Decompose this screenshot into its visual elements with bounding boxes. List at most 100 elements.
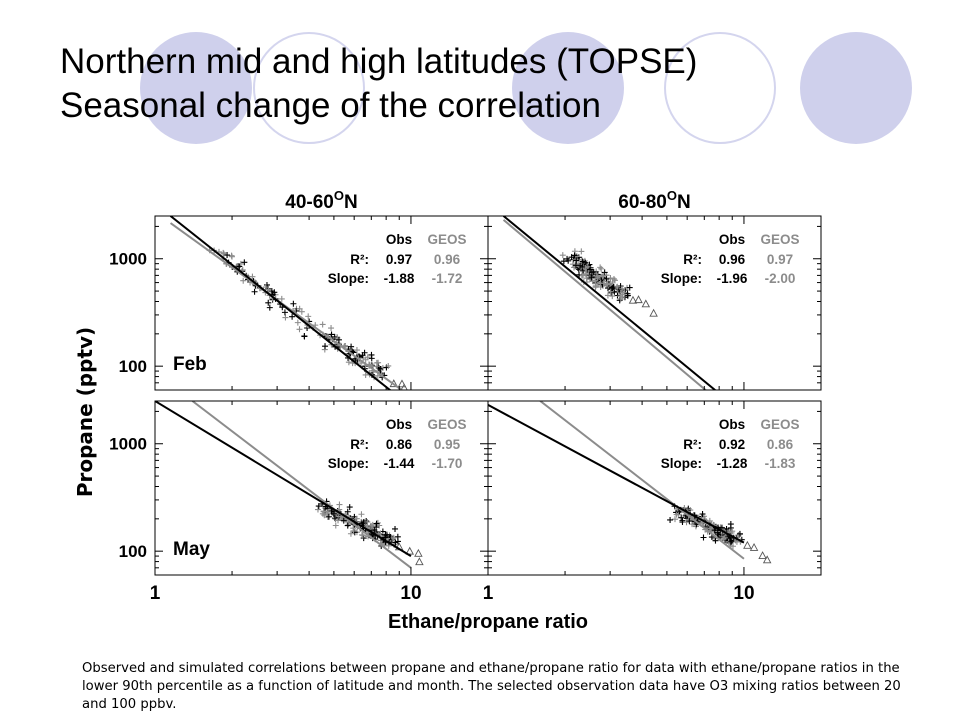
geos-triangle-point (634, 295, 643, 304)
stats-obs-slope: -1.28 (717, 456, 748, 471)
geos-point (390, 534, 397, 541)
geos-point (721, 534, 728, 541)
stats-slope-label: Slope: (328, 271, 369, 286)
geos-triangle-point (762, 555, 772, 564)
geos-point (578, 272, 585, 279)
geos-point (683, 519, 690, 526)
obs-point (331, 515, 338, 522)
geos-point (614, 283, 621, 290)
obs-point (271, 289, 278, 296)
stats-slope-label: Slope: (661, 456, 702, 471)
geos-fit-line (169, 222, 404, 390)
obs-point (373, 520, 380, 527)
obs-point (330, 510, 337, 517)
x-tick-label: 1 (483, 583, 494, 604)
obs-point (322, 343, 329, 350)
stats-obs-r2: 0.96 (719, 252, 746, 267)
geos-point (347, 530, 354, 537)
obs-point (568, 254, 575, 261)
obs-point (289, 313, 296, 320)
obs-point (344, 522, 351, 529)
obs-point (609, 285, 616, 292)
stats-geos-slope: -2.00 (765, 271, 796, 286)
geos-point (262, 284, 269, 291)
geos-point (592, 280, 599, 287)
geos-fit-line (191, 401, 412, 569)
geos-point (559, 252, 566, 259)
geos-point (385, 362, 392, 369)
geos-point (324, 510, 331, 517)
stats-obs-header: Obs (719, 232, 745, 247)
panel-feb-1-markers (502, 216, 717, 390)
panel-may-0-markers (155, 401, 424, 569)
obs-point (601, 269, 608, 276)
geos-point (278, 295, 285, 302)
obs-point (723, 525, 730, 532)
y-tick-label: 1000 (109, 250, 147, 269)
geos-point (294, 319, 301, 326)
stats-r2-label: R²: (683, 252, 702, 267)
stats-geos-r2: 0.96 (434, 252, 461, 267)
geos-point (319, 321, 326, 328)
geos-triangle-point (641, 299, 651, 308)
geos-point (296, 305, 303, 312)
obs-point (714, 529, 721, 536)
stats-slope-label: Slope: (661, 271, 702, 286)
geos-triangle-point (649, 308, 658, 317)
stats-obs-header: Obs (719, 417, 745, 432)
geos-point (364, 518, 371, 525)
geos-point (673, 511, 680, 518)
decor-bubble (140, 32, 252, 144)
stats-geos-r2: 0.95 (434, 437, 461, 452)
obs-fit-line (155, 401, 412, 557)
obs-fit-line (502, 216, 717, 390)
geos-point (328, 325, 335, 332)
geos-point (611, 277, 618, 284)
geos-fit-line (539, 401, 745, 560)
obs-point (588, 274, 595, 281)
stats-obs-slope: -1.96 (717, 271, 748, 286)
obs-point (325, 513, 332, 520)
geos-point (594, 273, 601, 280)
geos-triangle-point (415, 557, 424, 566)
geos-point (572, 256, 579, 263)
obs-point (699, 510, 706, 517)
obs-point (360, 535, 367, 542)
stats-obs-r2: 0.86 (386, 437, 413, 452)
obs-point (251, 288, 258, 295)
stats-r2-label: R²: (350, 252, 369, 267)
stats-geos-r2: 0.97 (767, 252, 793, 267)
stats-geos-slope: -1.70 (432, 456, 463, 471)
stats-geos-r2: 0.86 (767, 437, 794, 452)
x-tick-label: 10 (400, 583, 421, 604)
stats-geos-header: GEOS (760, 417, 799, 432)
obs-point (736, 530, 743, 537)
obs-point (340, 517, 347, 524)
y-axis-label: Propane (pptv) (73, 327, 97, 497)
obs-point (266, 304, 273, 311)
geos-point (305, 313, 312, 320)
geos-point (320, 508, 327, 515)
obs-point (590, 268, 597, 275)
geos-point (604, 292, 611, 299)
obs-point (686, 518, 693, 525)
obs-point (565, 257, 572, 264)
obs-point (728, 538, 735, 545)
panel-frame (487, 215, 822, 391)
geos-point (321, 512, 328, 519)
slide-title-line1: Northern mid and high latitudes (TOPSE) (60, 42, 698, 81)
geos-triangle-point (743, 540, 752, 549)
geos-point (671, 516, 678, 523)
panel-may-1-markers (488, 401, 772, 564)
geos-point (592, 277, 599, 284)
geos-point (358, 511, 365, 518)
geos-triangle-point (397, 379, 407, 388)
obs-point (587, 266, 594, 273)
geos-point (589, 278, 596, 285)
geos-point (598, 265, 605, 272)
panel-frame (487, 400, 822, 576)
geos-point (296, 326, 303, 333)
obs-point (351, 529, 358, 536)
obs-point (711, 527, 718, 534)
